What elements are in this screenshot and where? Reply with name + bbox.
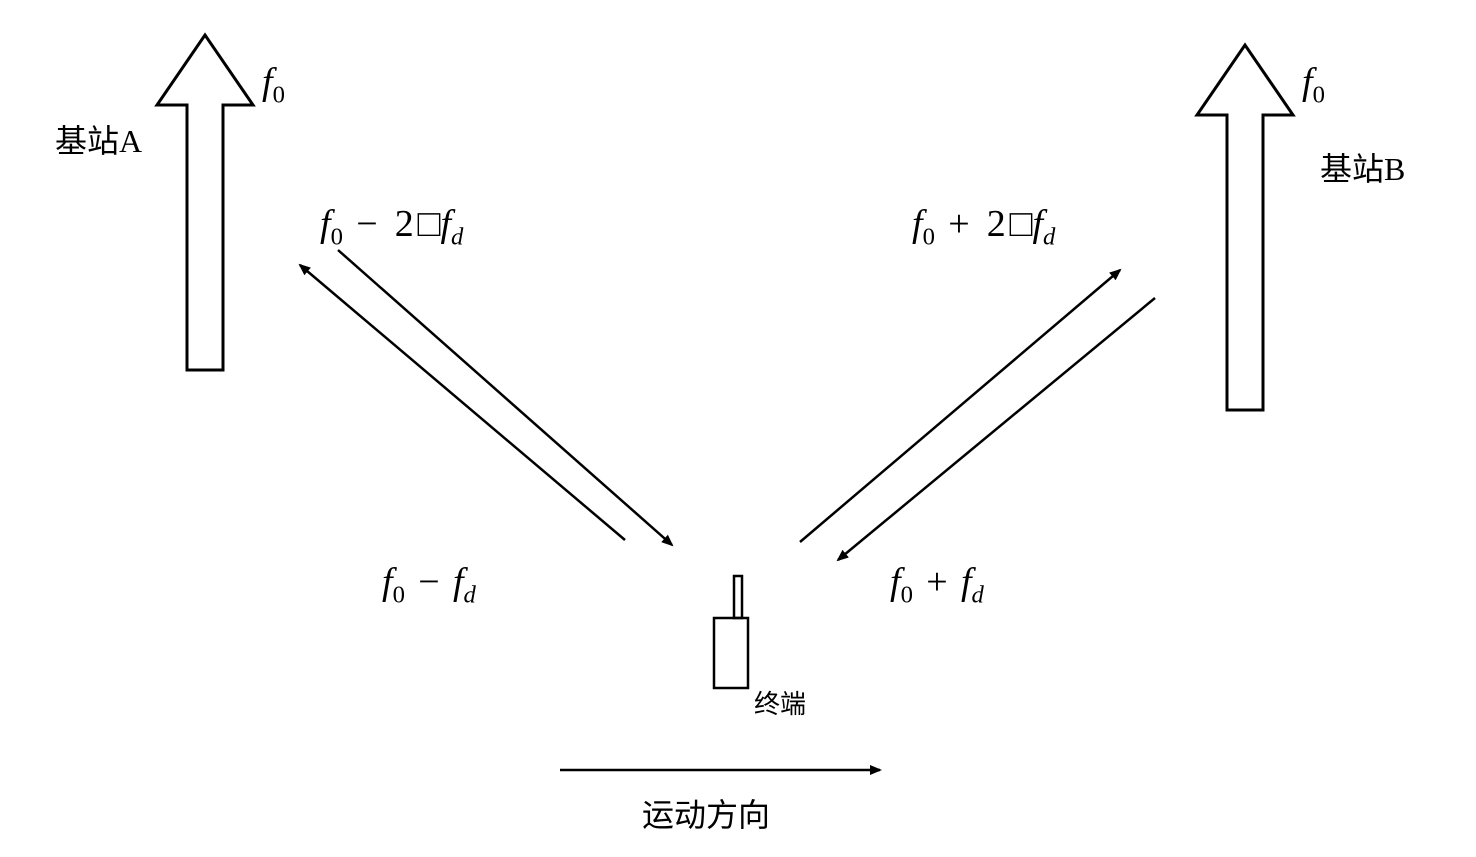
diagram-canvas: 基站A 基站B f0 f0 f0 − 2□fd f0 + 2□fd f0 − f… <box>0 0 1476 857</box>
downlink-arrow-from-b <box>838 298 1155 560</box>
uplink-arrow-to-b <box>800 270 1120 542</box>
f0-label-left: f0 <box>262 60 285 110</box>
uplink-arrow-to-a <box>300 265 625 540</box>
f0-label-right: f0 <box>1302 60 1325 110</box>
motion-direction-label: 运动方向 <box>642 790 770 836</box>
formula-f0-plus-2fd: f0 + 2□fd <box>912 202 1055 252</box>
formula-f0-minus-2fd: f0 − 2□fd <box>320 202 463 252</box>
terminal-label: 终端 <box>754 684 806 721</box>
base-station-b-label: 基站B <box>1320 144 1405 190</box>
terminal-phone-body <box>714 618 748 688</box>
terminal-phone-antenna <box>734 576 742 618</box>
base-station-b-arrow <box>1197 45 1293 410</box>
downlink-arrow-from-a <box>338 250 672 545</box>
diagram-svg <box>0 0 1476 857</box>
base-station-a-arrow <box>157 35 253 370</box>
formula-f0-minus-fd: f0 − fd <box>382 560 476 610</box>
formula-f0-plus-fd: f0 + fd <box>890 560 984 610</box>
base-station-a-label: 基站A <box>55 116 142 162</box>
